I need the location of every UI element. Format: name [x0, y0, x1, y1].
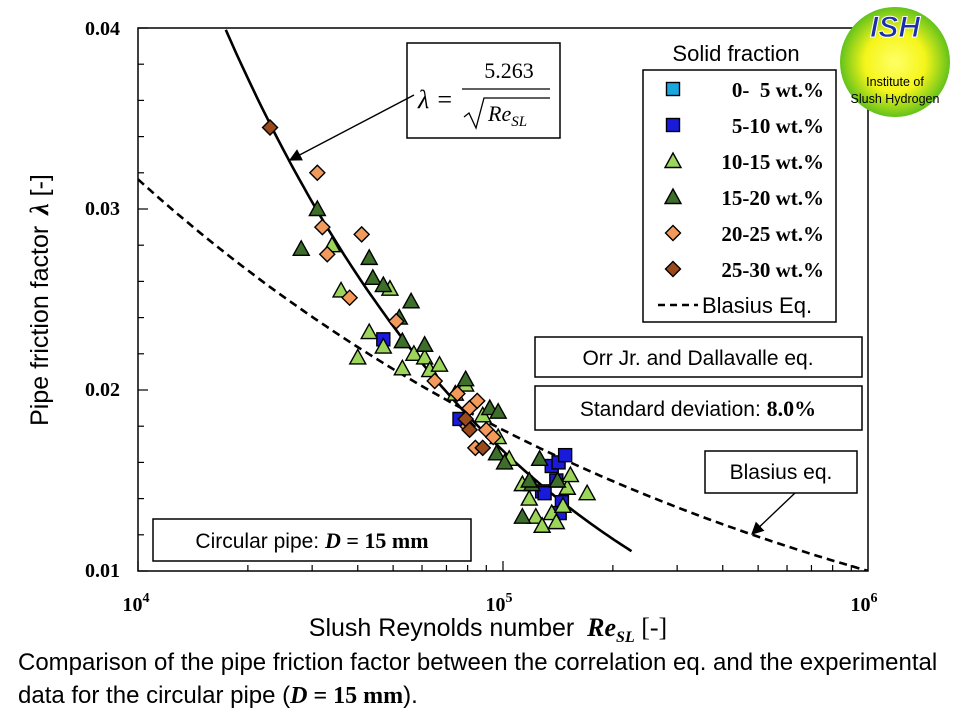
legend-swatch — [664, 260, 682, 278]
ish-logo: ISH Institute of Slush Hydrogen — [840, 7, 950, 117]
orr-equation-box: Orr Jr. and Dallavalle eq. — [534, 336, 863, 378]
y-tick-label: 0.03 — [85, 198, 120, 220]
data-point — [520, 489, 539, 506]
legend-swatch — [664, 224, 682, 242]
data-point — [488, 402, 508, 419]
svg-text:ISH: ISH — [870, 11, 921, 44]
svg-text:104: 104 — [123, 591, 150, 616]
x-axis-label: Slush Reynolds number ReSL [-] — [309, 613, 667, 646]
data-point — [393, 358, 412, 376]
svg-text:106: 106 — [851, 591, 878, 616]
data-point — [561, 465, 580, 483]
figure-caption: Comparison of the pipe friction factor b… — [18, 649, 938, 709]
data-point — [387, 312, 405, 330]
legend-title: Solid fraction — [672, 41, 799, 66]
data-point — [353, 225, 371, 243]
legend-swatch — [665, 81, 681, 97]
data-point — [468, 392, 486, 410]
data-point — [553, 496, 573, 514]
data-point — [577, 483, 597, 501]
data-point — [532, 516, 552, 533]
data-point — [393, 331, 412, 349]
svg-text:Institute of: Institute of — [866, 75, 924, 89]
data-point — [415, 335, 434, 352]
legend-label: 0- 5 wt.% — [732, 78, 824, 102]
data-point — [348, 347, 367, 365]
data-point — [401, 291, 421, 309]
axis-ticks — [137, 27, 852, 572]
y-tick-label: 0.01 — [85, 560, 120, 582]
data-point — [313, 218, 331, 236]
blasius-curve — [138, 178, 868, 571]
data-point — [461, 421, 479, 439]
formula-arrow — [288, 94, 415, 161]
svg-text:105: 105 — [486, 591, 513, 616]
data-point — [308, 164, 326, 182]
data-point — [487, 443, 506, 461]
legend-label: 15-20 wt.% — [721, 186, 824, 210]
std-deviation-box: Standard deviation: 8.0% — [534, 385, 863, 431]
data-point — [557, 447, 573, 463]
legend-swatch — [663, 151, 683, 169]
blasius-arrow — [751, 492, 796, 535]
data-point — [308, 199, 327, 217]
svg-text:5.263: 5.263 — [484, 58, 534, 83]
pipe-label-box: Circular pipe: D = 15 mm — [152, 518, 472, 562]
data-point — [292, 239, 311, 257]
data-point — [374, 275, 393, 293]
data-point — [415, 347, 434, 365]
data-point — [331, 281, 351, 298]
legend-swatch — [663, 187, 683, 205]
x-tick-label: 106 — [851, 591, 878, 616]
data-point — [261, 119, 279, 137]
svg-text:ReSL: ReSL — [487, 101, 527, 130]
data-point — [456, 369, 475, 387]
data-point — [363, 268, 383, 285]
svg-text:λ =: λ = — [417, 85, 453, 114]
legend-label: 5-10 wt.% — [732, 114, 824, 138]
legend-label: 10-15 wt.% — [721, 150, 824, 174]
data-point — [448, 385, 466, 403]
data-point — [341, 289, 359, 307]
svg-text:Standard deviation: 8.0%: Standard deviation: 8.0% — [580, 396, 816, 421]
data-point — [520, 471, 539, 488]
data-point — [495, 452, 514, 470]
y-axis-label: Pipe friction factor λ [-] — [25, 174, 54, 426]
svg-text:Blasius eq.: Blasius eq. — [730, 461, 833, 484]
legend-label: 25-30 wt.% — [721, 258, 824, 282]
data-point — [360, 248, 379, 266]
data-point — [537, 485, 552, 501]
data-point — [513, 507, 532, 524]
blasius-label-box: Blasius eq. — [704, 450, 858, 494]
y-tick-label: 0.02 — [85, 379, 120, 401]
x-tick-label: 104 — [123, 591, 150, 616]
x-tick-label: 105 — [486, 591, 513, 616]
data-point — [484, 428, 502, 446]
data-point — [318, 245, 336, 263]
formula-box: λ = 5.263 ReSL — [406, 42, 561, 139]
legend-label: 20-25 wt.% — [721, 222, 824, 246]
legend-swatch — [665, 117, 681, 133]
data-point — [404, 344, 424, 361]
data-points — [261, 119, 597, 533]
data-point — [548, 471, 567, 488]
data-point — [374, 337, 393, 354]
svg-text:Circular pipe: D = 15 mm: Circular pipe: D = 15 mm — [195, 528, 428, 553]
data-point — [430, 355, 449, 372]
svg-text:Orr Jr. and Dallavalle eq.: Orr Jr. and Dallavalle eq. — [582, 347, 813, 370]
data-point — [526, 507, 546, 524]
svg-text:Slush Hydrogen: Slush Hydrogen — [851, 92, 940, 106]
legend: Solid fraction 0- 5 wt.% 5-10 wt.% 10-15 w… — [642, 41, 837, 323]
data-point — [547, 512, 566, 530]
data-point — [474, 439, 492, 457]
data-point — [530, 449, 549, 466]
legend-label: Blasius Eq. — [702, 293, 812, 318]
y-tick-label: 0.04 — [85, 18, 120, 40]
data-point — [426, 372, 444, 390]
data-point — [360, 322, 379, 340]
